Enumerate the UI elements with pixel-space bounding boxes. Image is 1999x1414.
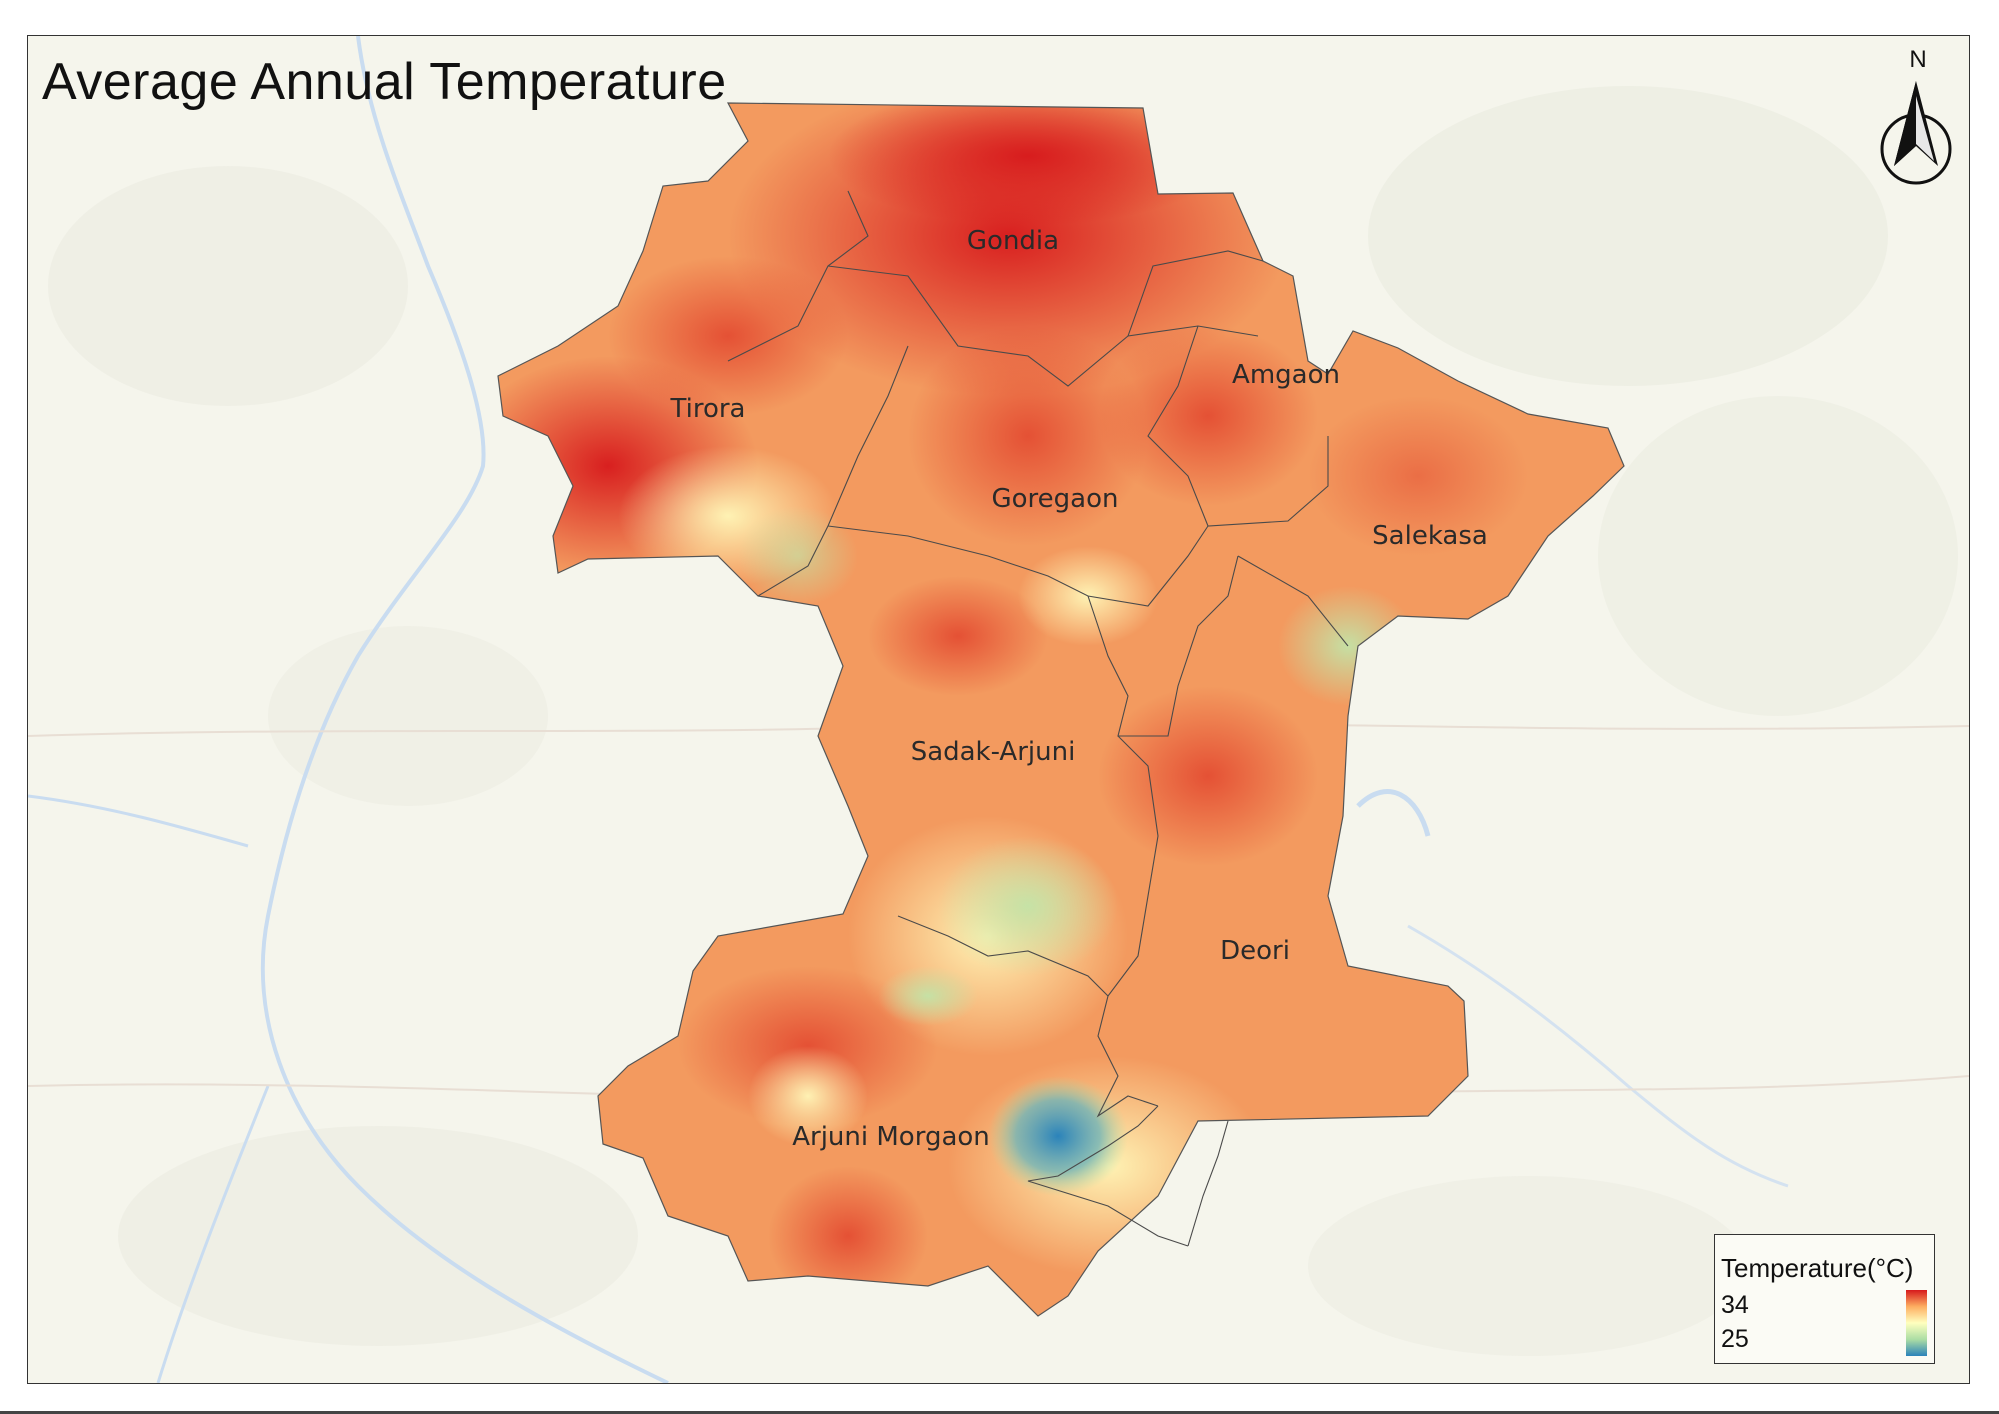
legend-max-value: 34 <box>1721 1291 1749 1319</box>
region-label-amgaon: Amgaon <box>1232 360 1340 390</box>
region-label-goregaon: Goregaon <box>991 484 1119 514</box>
region-label-arjuni-morgaon: Arjuni Morgaon <box>792 1122 990 1152</box>
region-label-salekasa: Salekasa <box>1372 521 1488 551</box>
region-label-sadak-arjuni: Sadak-Arjuni <box>910 737 1076 767</box>
bottom-rule <box>0 1411 1999 1414</box>
map-frame: Average Annual Temperature N Gondia Tiro… <box>27 35 1970 1384</box>
map-title: Average Annual Temperature <box>42 53 727 111</box>
legend-color-ramp <box>1906 1290 1927 1356</box>
legend: Temperature(°C) 34 25 <box>1714 1234 1935 1364</box>
north-arrow-icon <box>1880 81 1952 185</box>
region-label-deori: Deori <box>1220 936 1290 966</box>
legend-min-value: 25 <box>1721 1325 1749 1353</box>
north-label: N <box>1909 46 1927 73</box>
region-label-tirora: Tirora <box>670 394 746 424</box>
map-canvas <box>28 36 1969 1383</box>
legend-title: Temperature(°C) <box>1721 1253 1914 1283</box>
region-label-gondia: Gondia <box>966 226 1060 256</box>
